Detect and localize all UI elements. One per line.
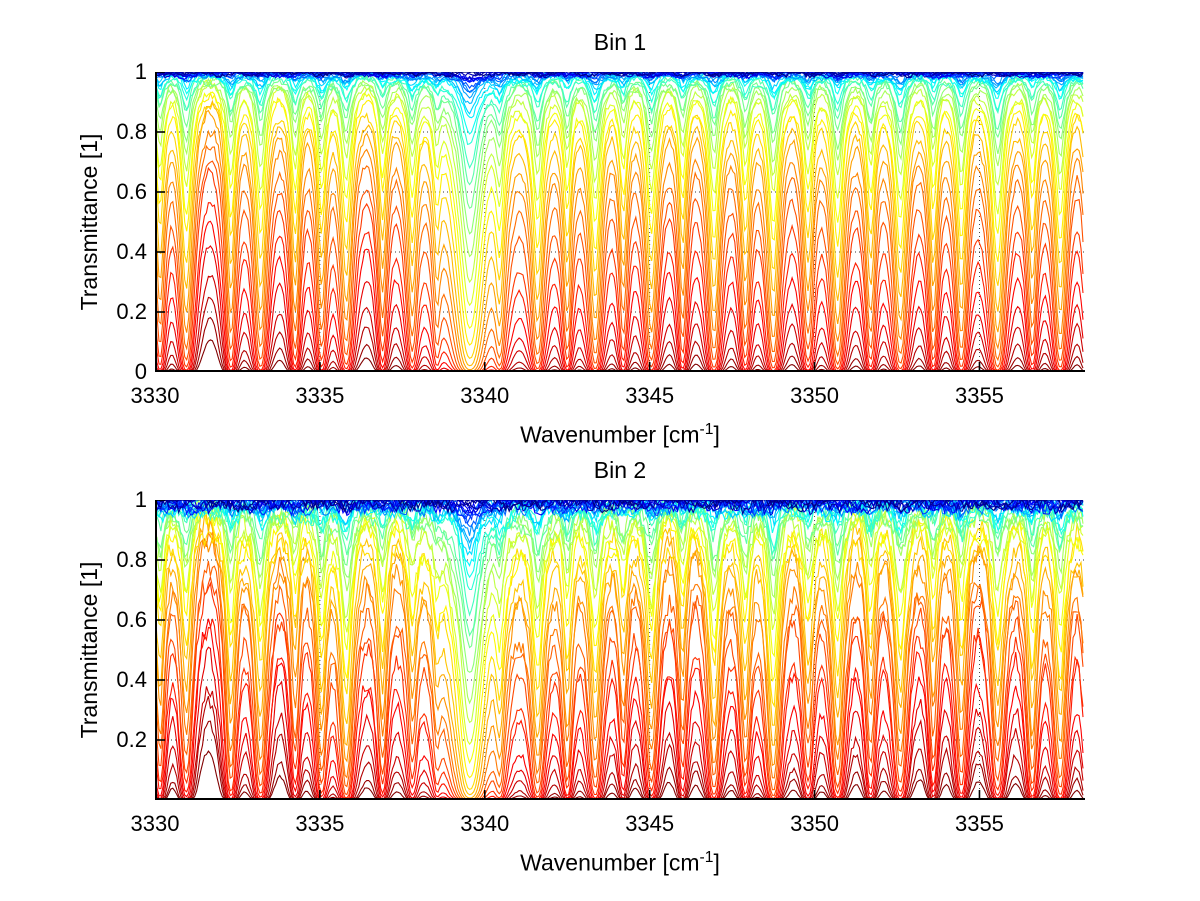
y-tick-label: 0 [134,359,147,384]
x-axis-label-sup: -1 [699,849,714,866]
x-tick-label: 3330 [130,383,180,408]
spectrum-curve [155,511,1084,796]
spectrum-curve [155,500,1083,516]
spectrum-curve [155,72,1084,79]
y-tick-label: 0.2 [116,299,147,324]
spectrum-curve [155,72,1083,81]
chart-title-bin2: Bin 2 [593,457,647,483]
x-axis-label-suffix: ] [713,421,720,448]
x-axis-label-text: Wavenumber [cm [520,849,700,876]
x-tick-label: 3340 [460,383,510,408]
spectrum-curve [155,618,1084,800]
spectrum-curve [155,72,1084,186]
x-tick-label: 3335 [295,383,345,408]
bin1-chart: Bin 1 Transmittance [1] Wavenumber [cm-1… [0,0,1200,450]
spectrum-curve [155,78,1084,307]
spectrum-curve [155,109,1084,371]
x-axis-label-bin1: Wavenumber [cm-1] [155,417,1085,448]
spectrum-curve [155,82,1084,284]
plot-area-bin2 [155,500,1085,800]
x-tick-label: 3350 [790,383,840,408]
y-tick-label: 0.2 [116,727,147,752]
chart-title-bin1: Bin 1 [593,29,647,55]
spectrum-curve [155,144,1084,372]
y-axis-label-bin1: Transmittance [1] [76,133,102,311]
spectrum-curve [155,129,1084,372]
x-axis-label-text: Wavenumber [cm [520,421,700,448]
y-tick-label: 1 [134,59,147,84]
spectrum-curve [155,500,1084,516]
spectrum-curve [155,696,1084,800]
y-tick-label: 1 [134,487,147,512]
x-tick-label: 3335 [295,811,345,836]
x-tick-label: 3350 [790,811,840,836]
spectrum-curve [155,72,1084,79]
y-tick-label: 0.4 [116,667,147,692]
y-tick-label: 0.8 [116,547,147,572]
x-axis-label-suffix: ] [713,849,720,876]
spectrum-curve [155,500,1083,527]
spectrum-curve [155,575,1084,800]
x-axis-label-bin2: Wavenumber [cm-1] [155,845,1085,876]
spectrum-curve [155,500,1084,515]
spectrum-curve [155,91,1084,330]
spectrum-curve [155,581,1084,800]
y-tick-label: 0.6 [116,179,147,204]
spectrum-curve [155,202,1084,372]
spectrum-curve [155,500,1084,514]
spectrum-curve [155,91,1084,346]
plot-area-bin1 [155,72,1085,372]
x-tick-label: 3330 [130,811,180,836]
spectrum-curve [155,274,1084,372]
x-tick-label: 3340 [460,811,510,836]
spectrum-curve [155,220,1084,372]
y-tick-label: 0.4 [116,239,147,264]
x-tick-label: 3355 [954,383,1004,408]
spectrum-curve [155,646,1084,800]
x-axis-label-sup: -1 [699,421,714,438]
y-tick-label: 0.6 [116,607,147,632]
spectrum-curve [155,686,1084,800]
spectrum-curve [155,99,1084,367]
spectrum-curve [155,160,1084,372]
spectrum-curve [155,530,1084,800]
spectrum-curve [155,72,1084,105]
x-tick-label: 3355 [954,811,1004,836]
x-tick-label: 3345 [625,811,675,836]
y-axis-label-bin2: Transmittance [1] [76,561,102,739]
y-tick-label: 0.8 [116,119,147,144]
spectrum-curve [155,618,1084,800]
spectrum-curve [155,166,1084,372]
bin2-chart: Bin 2 Transmittance [1] Wavenumber [cm-1… [0,428,1200,878]
x-tick-label: 3345 [625,383,675,408]
spectrum-curve [155,245,1084,372]
spectrum-curve [155,501,1084,765]
spectrum-curve [155,720,1084,800]
